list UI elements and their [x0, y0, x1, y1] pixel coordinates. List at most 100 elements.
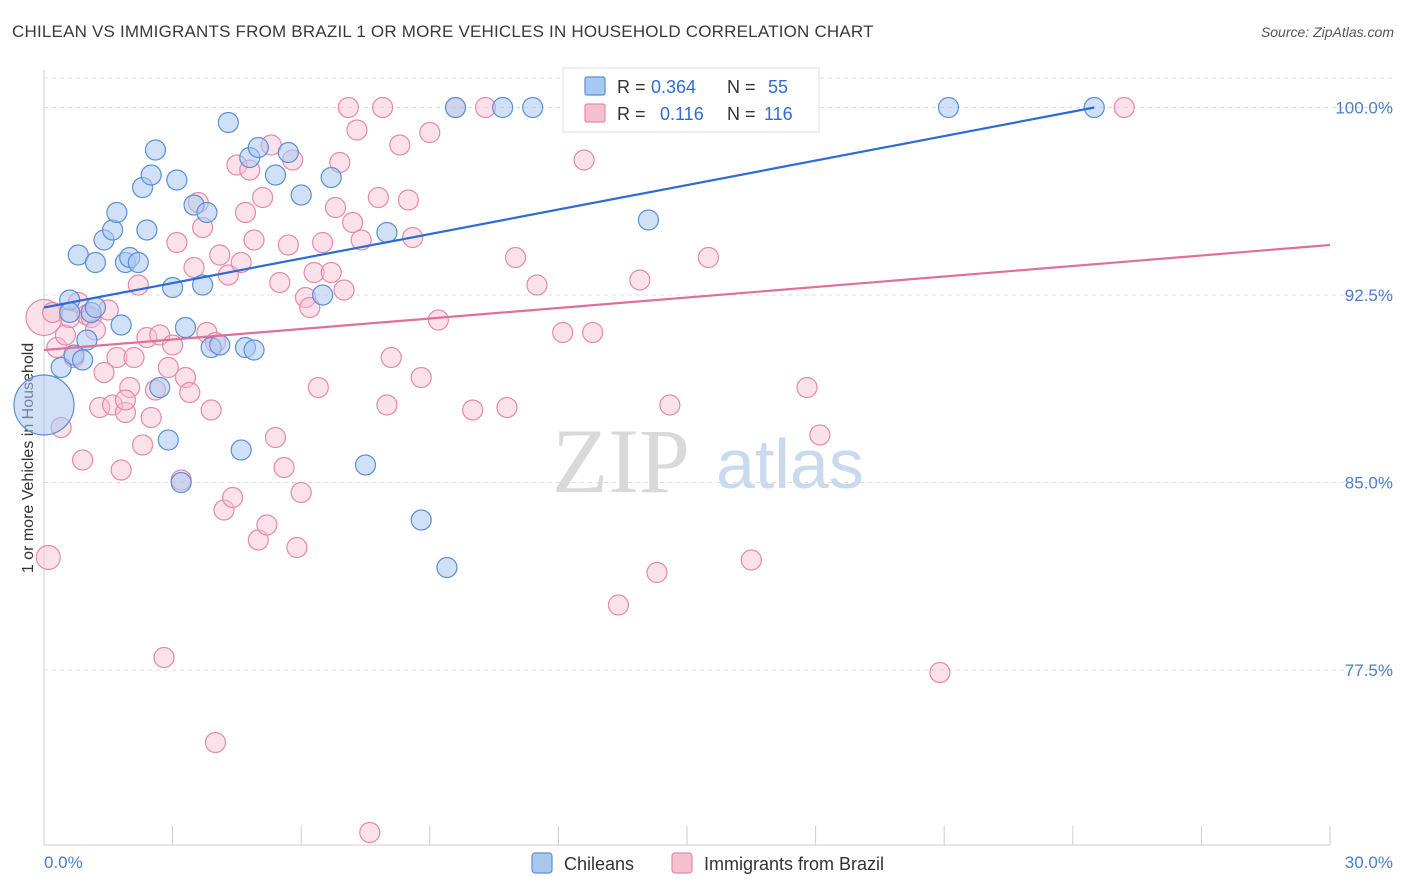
brazil-point: [1113, 96, 1135, 119]
brazil-point: [234, 201, 257, 224]
brazil-point: [346, 119, 368, 141]
brazil-point: [929, 661, 951, 684]
x-tick-label-max: 30.0%: [1345, 853, 1393, 872]
chilean-point: [492, 96, 514, 119]
brazil-point: [200, 399, 222, 421]
y-tick-label: 92.5%: [1345, 286, 1393, 305]
brazil-point: [697, 246, 720, 269]
brazil-point: [269, 271, 291, 294]
watermark-zip: ZIP: [552, 410, 690, 512]
brazil-point: [153, 646, 175, 669]
brazil-point: [320, 261, 342, 284]
legend-n-label-chileans: N =: [727, 77, 756, 97]
brazil-point: [213, 499, 235, 521]
brazil-point: [114, 389, 137, 411]
chilean-point: [101, 219, 124, 241]
chilean-point: [192, 274, 214, 296]
chilean-point: [157, 429, 179, 451]
y-tick-labels: 77.5% 85.0% 92.5% 100.0%: [1335, 99, 1393, 681]
chilean-point: [209, 334, 231, 356]
chilean-point: [376, 221, 398, 244]
chilean-point: [110, 314, 132, 336]
stats-legend-box: [562, 67, 820, 133]
watermark-atlas: atlas: [716, 425, 864, 503]
brazil-point: [93, 361, 115, 384]
brazil-point: [273, 456, 295, 479]
brazil-point: [350, 229, 372, 251]
legend-n-label-brazil: N =: [727, 104, 756, 124]
brazil-point: [131, 434, 154, 456]
chilean-point: [444, 96, 467, 119]
brazil-point: [106, 346, 128, 369]
brazil-point: [410, 366, 432, 389]
chilean-point: [230, 439, 252, 461]
chilean-point: [174, 316, 197, 339]
brazil-point: [740, 549, 762, 571]
legend-r-label-brazil: R =: [617, 104, 646, 124]
brazil-point: [35, 544, 61, 571]
brazil-point: [123, 346, 145, 369]
brazil-point: [462, 399, 484, 421]
brazil-point: [526, 274, 548, 296]
chilean-point: [277, 141, 299, 164]
brazil-point: [222, 486, 244, 509]
chilean-point: [247, 136, 269, 159]
brazil-point: [607, 594, 630, 616]
chilean-point: [13, 374, 75, 436]
chilean-point: [217, 111, 239, 134]
bottom-legend-label-chileans: Chileans: [564, 854, 634, 874]
brazil-point: [179, 381, 201, 404]
legend-n-value-chileans: 55: [768, 77, 788, 97]
brazil-point: [312, 231, 334, 254]
brazil-point: [324, 196, 347, 219]
y-tick-label: 100.0%: [1335, 99, 1393, 118]
chilean-point: [84, 251, 107, 274]
chilean-point: [59, 301, 81, 324]
brazil-point: [277, 234, 299, 256]
legend-n-value-brazil: 116: [764, 104, 793, 124]
brazil-trend-line: [43, 243, 1331, 352]
chilean-point: [166, 169, 188, 191]
chilean-point: [410, 509, 432, 531]
brazil-point: [303, 261, 325, 284]
chilean-point: [127, 251, 149, 274]
chilean-point: [136, 219, 158, 241]
chilean-point: [522, 96, 544, 119]
brazil-point: [796, 376, 818, 399]
brazil-point: [256, 514, 278, 536]
chilean-point: [50, 356, 72, 379]
chilean-trend-line: [43, 106, 1095, 309]
brazil-point: [504, 246, 527, 269]
brazil-point: [264, 426, 287, 449]
trend-lines: [43, 106, 1331, 352]
legend-swatch-brazil: [584, 103, 606, 123]
chilean-point: [84, 296, 107, 319]
chilean-point: [144, 139, 167, 161]
brazil-point: [157, 356, 179, 379]
chilean-point: [436, 556, 458, 579]
brazil-point: [646, 561, 668, 584]
chilean-point: [196, 201, 218, 224]
chilean-points: [13, 96, 1105, 579]
stats-legend: R = 0.364 N = 55 R = 0.116 N = 116: [562, 67, 820, 133]
brazil-point: [230, 251, 252, 274]
source-credit: Source: ZipAtlas.com: [1260, 24, 1394, 40]
brazil-point: [299, 296, 321, 319]
chilean-point: [264, 164, 287, 186]
chilean-point: [106, 201, 128, 224]
watermark: ZIP atlas: [552, 410, 864, 512]
brazil-point: [166, 231, 188, 254]
brazil-point: [372, 96, 394, 119]
brazil-point: [183, 256, 205, 279]
chilean-point: [162, 276, 184, 299]
chilean-point: [312, 284, 334, 306]
chilean-point: [149, 376, 171, 399]
brazil-point: [204, 731, 227, 754]
legend-swatch-chileans: [584, 76, 606, 96]
brazil-point: [419, 121, 441, 144]
brazil-point: [809, 424, 831, 446]
brazil-point: [573, 149, 595, 171]
brazil-point: [359, 821, 381, 844]
brazil-point: [209, 244, 231, 266]
brazil-point: [342, 211, 364, 234]
